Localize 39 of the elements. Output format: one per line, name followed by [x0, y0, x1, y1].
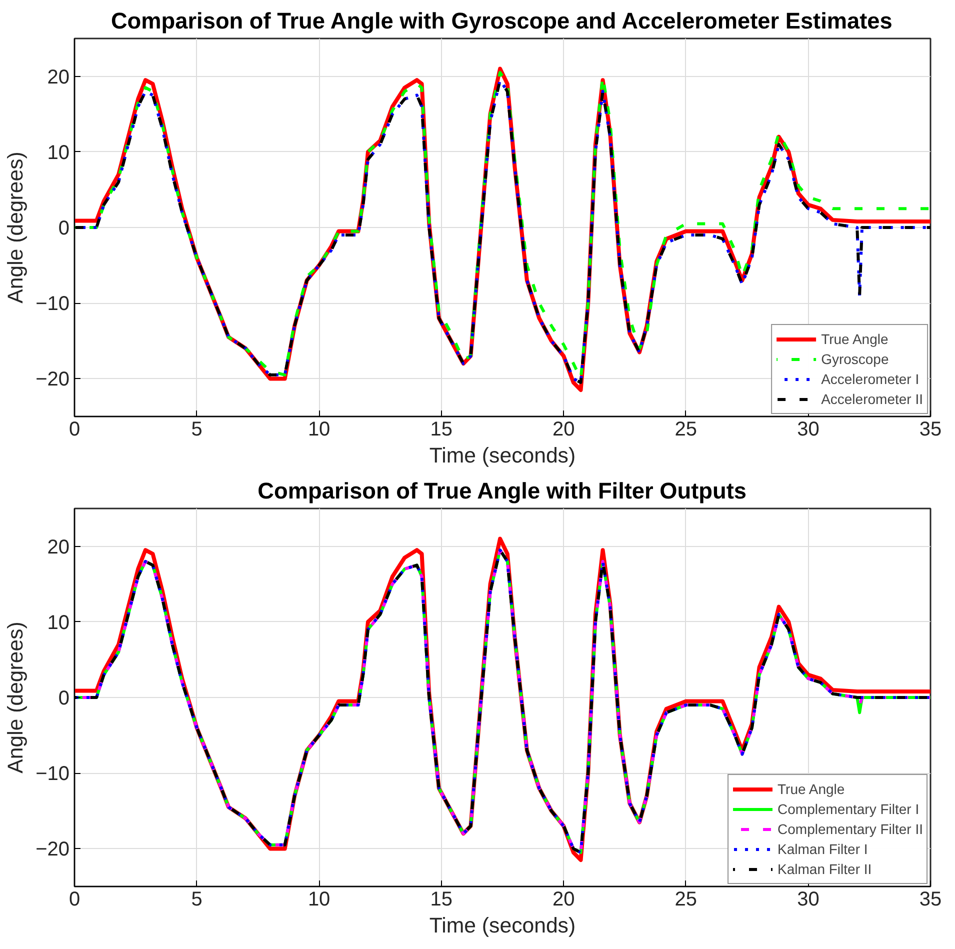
x-tick-label: 10: [308, 888, 330, 910]
x-axis-title: Time (seconds): [429, 444, 576, 468]
y-tick-label: 20: [47, 66, 70, 88]
legend-label: Accelerometer I: [821, 371, 920, 387]
y-axis-title: Angle (degrees): [4, 152, 28, 304]
chart-title: Comparison of True Angle with Gyroscope and Accelerometer Estimates: [110, 8, 892, 34]
legend-label: True Angle: [778, 781, 845, 797]
y-tick-label: −20: [36, 368, 70, 391]
y-tick-label: 0: [58, 688, 70, 710]
legend-label: Kalman Filter I: [778, 841, 868, 857]
y-tick-label: −10: [36, 293, 70, 316]
x-tick-label: 25: [674, 418, 698, 440]
x-tick-label: 25: [674, 888, 698, 910]
x-tick-label: 20: [552, 888, 575, 910]
y-axis-title: Angle (degrees): [4, 622, 28, 774]
x-tick-label: 10: [308, 418, 330, 440]
y-tick-label: 10: [47, 612, 70, 634]
x-tick-label: 20: [552, 418, 575, 440]
legend-label: True Angle: [821, 331, 888, 347]
x-tick-label: 30: [797, 418, 820, 440]
y-tick-label: 0: [58, 218, 70, 240]
x-tick-label: 15: [430, 888, 452, 910]
legend-label: Complementary Filter I: [778, 801, 920, 817]
legend-label: Kalman Filter II: [778, 861, 872, 877]
x-tick-label: 5: [191, 888, 202, 910]
y-tick-label: −10: [36, 763, 70, 786]
y-tick-label: −20: [36, 838, 70, 861]
y-tick-label: 10: [47, 142, 70, 164]
x-tick-label: 15: [430, 418, 452, 440]
legend-label: Gyroscope: [821, 351, 889, 367]
x-tick-label: 35: [919, 418, 942, 440]
legend-label: Accelerometer II: [821, 391, 923, 407]
x-tick-label: 5: [191, 418, 202, 440]
y-tick-label: 20: [47, 536, 70, 558]
legend-label: Complementary Filter II: [778, 821, 923, 837]
x-tick-label: 30: [797, 888, 820, 910]
x-axis-title: Time (seconds): [429, 914, 576, 938]
chart-title: Comparison of True Angle with Filter Outputs: [258, 478, 746, 504]
x-tick-label: 35: [919, 888, 942, 910]
